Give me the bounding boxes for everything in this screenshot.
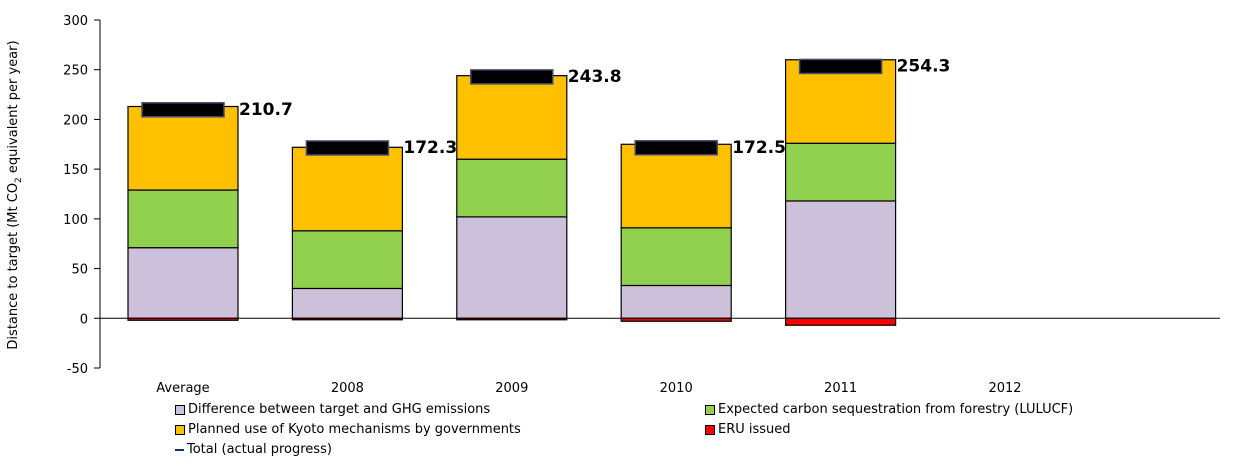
y-tick-label: 200 <box>63 113 88 128</box>
y-tick-label: 100 <box>63 213 88 228</box>
bar-segment <box>456 158 568 218</box>
bar-segment <box>127 189 239 249</box>
total-marker <box>634 140 718 156</box>
y-tick-label: 50 <box>71 263 88 278</box>
bar-segment <box>456 317 568 321</box>
x-tick-label: 2010 <box>660 381 693 396</box>
legend-label: Total (actual progress) <box>187 442 332 457</box>
bar-segment <box>784 142 897 202</box>
total-marker <box>470 69 554 85</box>
bar-segment <box>620 227 732 287</box>
x-tick-label: 2011 <box>824 381 857 396</box>
total-label: 254.3 <box>897 56 951 76</box>
bar-segment <box>456 216 568 319</box>
legend-swatch <box>175 448 184 451</box>
legend-swatch <box>705 424 715 435</box>
y-tick-label: -50 <box>67 362 88 377</box>
chart: -50 0 50 100 150 200 250 300 Average 2008 2009 2010… <box>6 14 1220 396</box>
bar-segment <box>456 75 568 160</box>
legend-item-lulucf: Expected carbon sequestration from fores… <box>705 402 1073 417</box>
y-tick-label: 150 <box>63 163 88 178</box>
bar-segment <box>127 247 239 319</box>
total-marker <box>305 140 390 156</box>
y-axis-label: Distance to target (Mt CO2 equivalent pe… <box>6 40 24 349</box>
total-label: 243.8 <box>568 67 622 87</box>
bar-segment <box>127 317 239 321</box>
bar-segment <box>291 287 403 319</box>
legend-item-total: Total (actual progress) <box>175 442 332 457</box>
legend-label: Expected carbon sequestration from fores… <box>718 402 1074 417</box>
legend-item-difference: Difference between target and GHG emissi… <box>175 402 490 417</box>
y-tick-label: 250 <box>63 64 88 79</box>
legend-label: ERU issued <box>718 422 791 437</box>
legend-item-kyoto: Planned use of Kyoto mechanisms by gover… <box>175 422 521 437</box>
bar-segment <box>620 317 732 322</box>
legend-label: Planned use of Kyoto mechanisms by gover… <box>188 422 521 437</box>
total-markers: 210.7 172.3 243.8 172.5 254.3 <box>141 56 951 158</box>
bar-segment <box>291 146 403 232</box>
bars <box>127 59 897 326</box>
total-marker <box>798 58 883 75</box>
x-tick-label: 2012 <box>988 381 1021 396</box>
legend-swatch <box>175 424 185 435</box>
x-tick-label: 2008 <box>331 381 364 396</box>
total-marker <box>141 102 225 118</box>
bar-segment <box>291 317 403 321</box>
x-tick-label: 2009 <box>495 381 528 396</box>
legend-swatch <box>175 404 185 415</box>
bar-segment <box>784 200 897 319</box>
x-tick-label: Average <box>156 381 209 396</box>
bar-segment <box>127 105 239 191</box>
total-label: 172.5 <box>732 138 786 158</box>
bar-segment <box>784 317 897 326</box>
legend-label: Difference between target and GHG emissi… <box>188 402 491 417</box>
total-label: 172.3 <box>403 138 457 158</box>
legend-item-eru: ERU issued <box>705 422 791 437</box>
bar-segment <box>620 143 732 229</box>
y-tick-label: 0 <box>80 312 88 327</box>
bar-segment <box>291 230 403 290</box>
y-tick-label: 300 <box>63 14 88 29</box>
total-label: 210.7 <box>239 100 293 120</box>
legend-swatch <box>705 404 715 415</box>
bar-segment <box>620 284 732 319</box>
